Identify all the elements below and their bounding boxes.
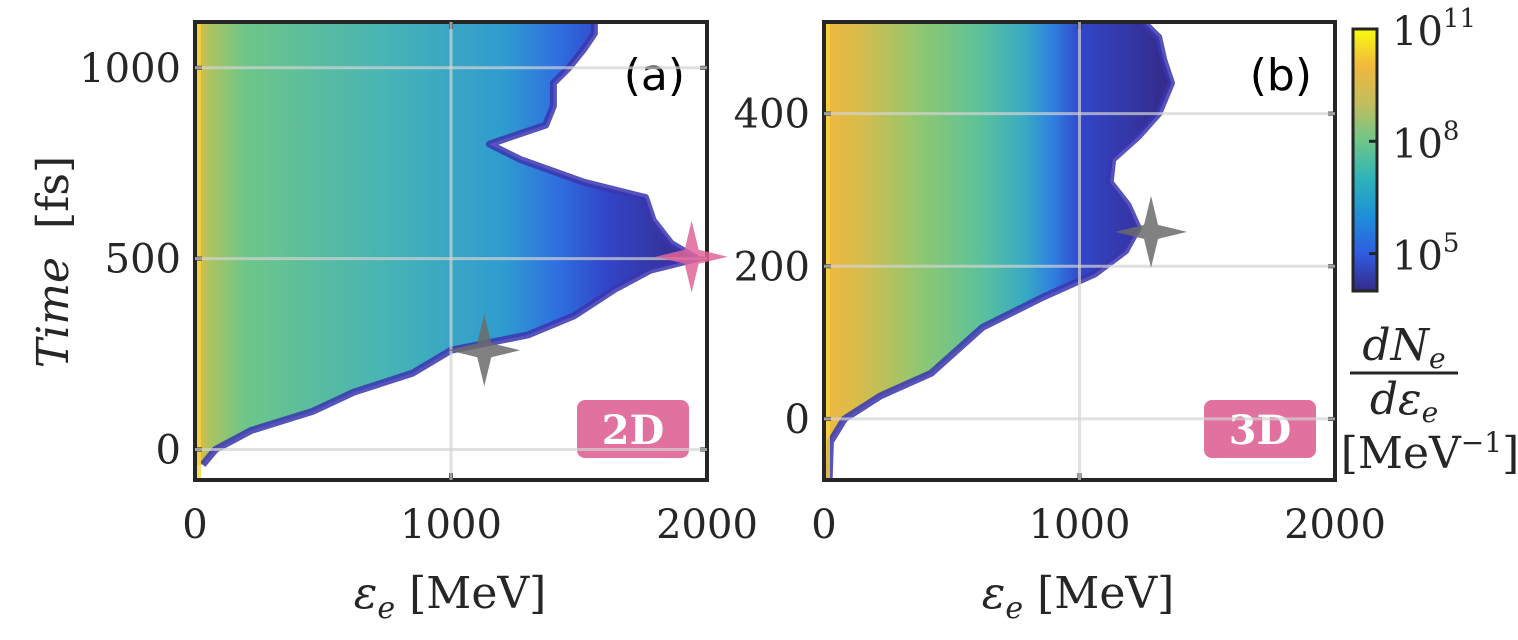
colorbar-bar	[1351, 27, 1379, 293]
y-ticks-a: 0 500 1000	[79, 46, 707, 473]
colorbar-tick-label: 1011	[1392, 4, 1476, 55]
x-tick-label: 1000	[1029, 502, 1131, 548]
gray-star-marker	[1115, 195, 1188, 268]
x-tick-label: 0	[182, 502, 207, 548]
panel-a: 0 500 1000 0 1000 2000 (a) 2D Time [fs] εe [M…	[28, 20, 758, 626]
colorbar-label: dNe dεe [MeV−1]	[1341, 320, 1518, 479]
markers-a	[448, 220, 728, 387]
svg-text:dεe: dεe	[1370, 374, 1438, 429]
y-tick-label: 200	[734, 244, 810, 290]
x-ticks-b: 0 1000 2000	[811, 22, 1386, 548]
panel-label-a: (a)	[624, 50, 685, 101]
low-energy-strip	[195, 22, 201, 480]
gray-star-marker	[448, 314, 521, 387]
badge-3d: 3D	[1204, 400, 1316, 458]
y-tick-label: 500	[105, 237, 181, 283]
y-axis-label-unit: [fs]	[28, 156, 79, 229]
badge-2d: 2D	[577, 400, 689, 458]
low-energy-strip	[824, 22, 830, 480]
pink-star-marker	[655, 220, 728, 293]
cutoff-edge	[825, 22, 1175, 480]
heatmap-b	[824, 22, 1175, 480]
y-tick-label: 0	[785, 397, 810, 443]
x-tick-label: 0	[811, 502, 836, 548]
y-axis-label: Time [fs]	[28, 156, 79, 368]
svg-text:3D: 3D	[1229, 407, 1292, 454]
y-axis-label-text: Time	[28, 257, 79, 368]
x-tick-label: 2000	[656, 502, 758, 548]
y-tick-label: 0	[156, 427, 181, 473]
spectrum-region	[195, 22, 697, 465]
svg-text:dNe: dNe	[1362, 320, 1445, 375]
x-tick-label: 1000	[400, 502, 502, 548]
y-ticks-b: 0 200 400	[734, 92, 1335, 443]
colorbar-tick-label: 105	[1392, 229, 1459, 280]
x-axis-label-b: εe [MeV]	[982, 568, 1175, 626]
heatmap-a	[195, 22, 701, 480]
markers-b	[1115, 195, 1188, 268]
panel-b: 0 200 400 0 1000 2000 (b) 3D εe [MeV]	[734, 20, 1386, 626]
x-ticks-a: 0 1000 2000	[182, 22, 758, 548]
cutoff-edge	[199, 22, 701, 467]
svg-text:Time [fs]: Time [fs]	[28, 156, 79, 368]
y-tick-label: 1000	[79, 46, 181, 92]
colorbar: 1011 108 105 dNe dεe [MeV−1]	[1341, 4, 1518, 479]
spectrum-region	[824, 22, 1172, 480]
panel-label-b: (b)	[1250, 50, 1312, 101]
y-tick-label: 400	[734, 92, 810, 138]
x-axis-label-a: εe [MeV]	[354, 568, 547, 626]
colorbar-tick-label: 108	[1392, 116, 1459, 167]
svg-text:2D: 2D	[602, 407, 665, 454]
svg-text:[MeV−1]: [MeV−1]	[1341, 426, 1518, 479]
x-tick-label: 2000	[1284, 502, 1386, 548]
colorbar-ticks: 1011 108 105	[1369, 4, 1476, 280]
